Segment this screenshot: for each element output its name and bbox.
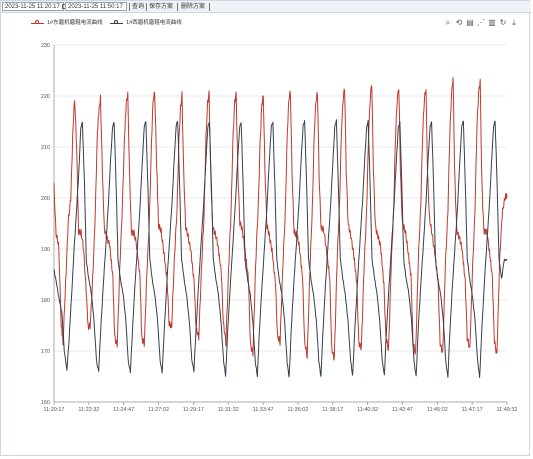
y-tick-label: 190 xyxy=(41,247,50,253)
x-tick-label: 11:36:02 xyxy=(287,407,308,413)
legend-label-west: 1#西磨机磨辊电流曲线 xyxy=(126,20,182,26)
y-tick-label: 230 xyxy=(41,43,50,49)
start-time-input[interactable]: 2023-11-25 11:20:17 xyxy=(2,2,67,11)
query-button[interactable]: 查询 xyxy=(132,4,145,10)
start-time-value: 2023-11-25 11:20:17 xyxy=(5,4,60,10)
legend-marker-west xyxy=(114,20,119,24)
y-tick-label: 180 xyxy=(41,298,50,304)
toolbar: 2023-11-25 11:20:17 2023-11-25 11:50:17 … xyxy=(1,1,531,13)
separator xyxy=(209,3,210,11)
separator xyxy=(177,3,178,11)
y-tick-label: 170 xyxy=(41,349,50,355)
line-chart-icon[interactable]: ⋰ xyxy=(477,18,485,27)
series-line-west[interactable] xyxy=(53,119,508,378)
x-tick-label: 11:40:32 xyxy=(357,407,378,413)
x-tick-label: 11:22:32 xyxy=(78,407,99,413)
restore-icon[interactable]: ↻ xyxy=(499,18,507,27)
x-tick-label: 11:38:17 xyxy=(322,407,343,413)
y-tick-label: 200 xyxy=(41,196,50,202)
chart-toolbox: ⌕ ⟲ ▤ ⋰ ▥ ↻ ⤓ xyxy=(442,18,519,28)
separator xyxy=(146,3,147,11)
series-lines xyxy=(53,77,508,378)
x-tick-label: 11:49:32 xyxy=(496,407,517,413)
y-axis: 160 170 180 190 200 210 220 230 xyxy=(41,43,55,406)
x-tick-label: 11:20:17 xyxy=(43,407,64,413)
y-tick-label: 160 xyxy=(41,400,50,406)
x-tick-label: 11:29:17 xyxy=(183,407,204,413)
download-icon[interactable]: ⤓ xyxy=(512,18,516,27)
x-tick-label: 11:24:47 xyxy=(113,407,134,413)
legend-item-west[interactable]: 1#西磨机磨辊电流曲线 xyxy=(110,18,182,28)
x-tick-label: 11:47:17 xyxy=(462,407,483,413)
delete-plan-button[interactable]: 删除方案 xyxy=(181,4,206,10)
end-time-value: 2023-11-25 11:50:17 xyxy=(68,4,123,10)
x-tick-label: 11:31:32 xyxy=(218,407,239,413)
end-time-input[interactable]: 2023-11-25 11:50:17 xyxy=(65,2,127,11)
chart-legend: 1#东磨机磨辊电流曲线 1#西磨机磨辊电流曲线 xyxy=(31,18,188,28)
y-tick-label: 220 xyxy=(41,94,50,100)
x-tick-label: 11:33:47 xyxy=(253,407,274,413)
separator xyxy=(129,3,130,11)
x-tick-label: 11:42:47 xyxy=(392,407,413,413)
data-view-icon[interactable]: ▤ xyxy=(466,18,474,27)
x-tick-label: 11:45:02 xyxy=(427,407,448,413)
x-tick-label: 11:27:02 xyxy=(148,407,169,413)
y-tick-label: 210 xyxy=(41,145,50,151)
zoom-reset-icon[interactable]: ⟲ xyxy=(455,18,463,27)
line-chart: 160 170 180 190 200 210 220 230 11:20:17 11:22:3… xyxy=(41,43,518,413)
x-axis: 11:20:17 11:22:32 11:24:47 11:27:02 11:29:17… xyxy=(43,401,518,413)
legend-item-east[interactable]: 1#东磨机磨辊电流曲线 xyxy=(31,18,103,28)
series-line-east[interactable] xyxy=(53,77,508,361)
save-plan-button[interactable]: 保存方案 xyxy=(149,4,174,10)
legend-label-east: 1#东磨机磨辊电流曲线 xyxy=(47,20,103,26)
zoom-in-icon[interactable]: ⌕ xyxy=(445,18,451,27)
bar-chart-icon[interactable]: ▥ xyxy=(488,18,496,27)
legend-marker-east xyxy=(35,20,39,24)
